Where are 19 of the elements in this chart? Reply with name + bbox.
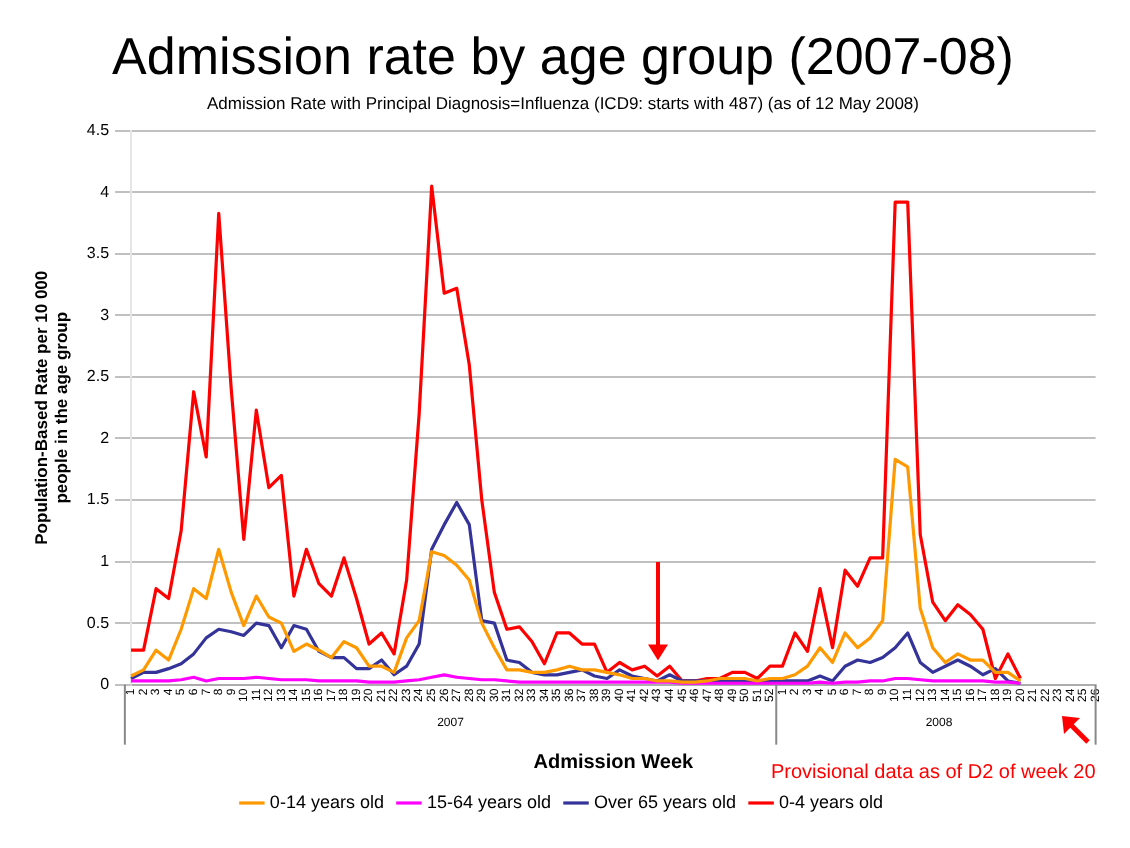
legend-label: Over 65 years old — [594, 791, 737, 812]
y-tick-label: 4.5 — [86, 121, 111, 140]
y-tick-label: 1 — [100, 551, 111, 570]
y-tick-label: 0 — [100, 675, 111, 694]
y-tick-label: 2 — [100, 428, 111, 447]
text: Provisional data as of D2 of week 20 — [770, 761, 1097, 784]
legend-label: 0-14 years old — [269, 791, 384, 812]
legend-label: 0-4 years old — [779, 791, 884, 812]
y-tick-label: 0.5 — [86, 613, 111, 632]
legend-label: 15-64 years old — [426, 791, 552, 812]
chart-title: Admission rate by age group (2007-08) — [112, 25, 1014, 86]
y-tick-label: 3 — [100, 305, 111, 324]
y-tick-label: 3.5 — [86, 244, 111, 263]
x-axis-title: Admission Week — [533, 751, 695, 774]
y-tick-label: 4 — [100, 182, 111, 201]
chart-subtitle: Admission Rate with Principal Diagnosis=Influenza (ICD9: starts with 487) (as of 12 May 2008) — [207, 93, 920, 114]
y-axis-title: Population-Based Rate per 10 000 people in the age group — [30, 270, 72, 545]
y-tick-label: 1.5 — [86, 490, 111, 509]
y-tick-label: 2.5 — [86, 367, 111, 386]
